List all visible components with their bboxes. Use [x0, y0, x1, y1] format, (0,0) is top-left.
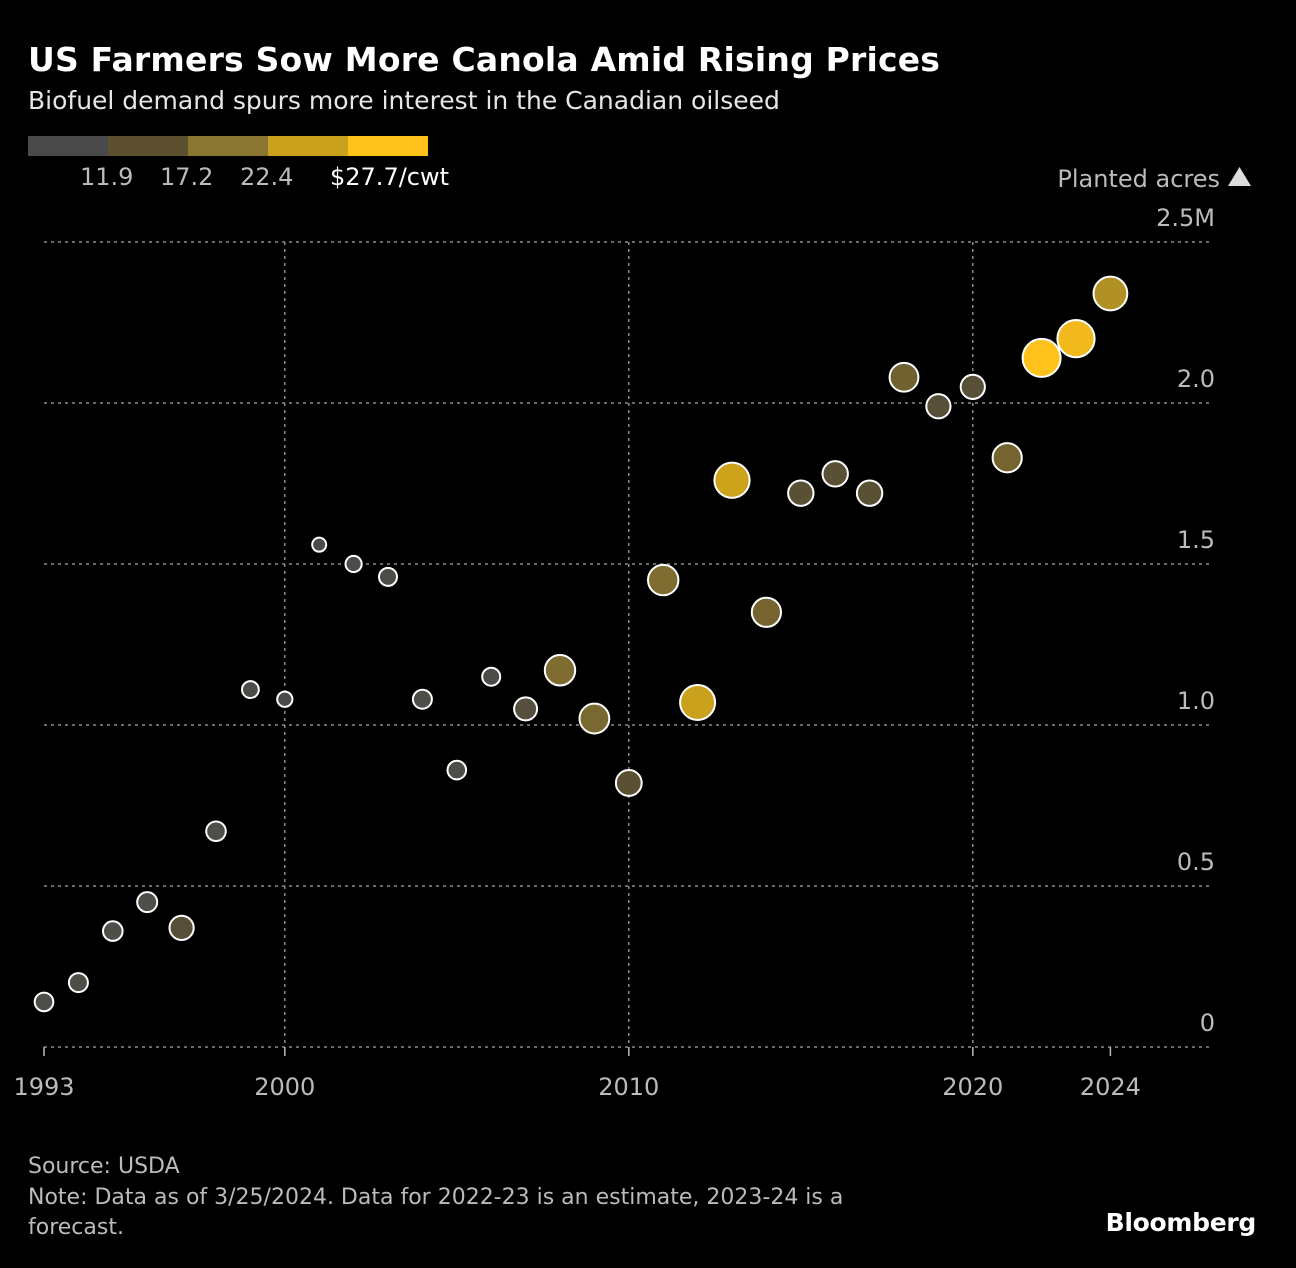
data-point: [821, 460, 849, 488]
data-point: [1092, 275, 1129, 312]
legend-swatch-5: [348, 136, 428, 156]
data-point: [855, 479, 884, 507]
y-tick-label: 1.5: [1177, 526, 1215, 554]
y-tick-label: 0.5: [1177, 848, 1215, 876]
data-point: [713, 461, 751, 499]
data-point: [136, 891, 159, 914]
data-point: [1056, 319, 1096, 359]
data-point: [1021, 337, 1062, 378]
data-point: [481, 666, 502, 687]
legend-swatch-4: [268, 136, 348, 156]
legend-label-2: 17.2: [160, 163, 214, 191]
data-point: [614, 769, 643, 797]
data-point: [888, 361, 920, 393]
data-point: [411, 688, 433, 710]
x-tick-label: 2000: [254, 1073, 315, 1101]
data-point: [959, 373, 986, 400]
source-text: Source: USDA: [28, 1154, 180, 1179]
legend-label-3: 22.4: [240, 163, 294, 191]
y-axis-title: Planted acres: [1057, 165, 1220, 193]
scatter-plot: 0 0.5 1.0 1.5 2.0 2.5M 1993 2000 2010 2020 2024 Pla…: [13, 165, 1251, 1101]
data-point: [33, 991, 55, 1013]
y-tick-label: 2.0: [1177, 365, 1215, 393]
data-point: [446, 759, 468, 781]
data-point: [276, 690, 294, 708]
legend-swatch-3: [188, 136, 268, 156]
legend-label-4: $27.7/cwt: [330, 163, 450, 191]
data-point: [205, 820, 227, 843]
data-point: [991, 442, 1023, 474]
data-point: [378, 566, 398, 587]
data-point: [102, 920, 124, 942]
note-text-line1: Note: Data as of 3/25/2024. Data for 202…: [28, 1185, 844, 1210]
legend-swatch-1: [28, 136, 108, 156]
x-tick-label: 2024: [1080, 1073, 1141, 1101]
bloomberg-logo: Bloomberg: [1105, 1208, 1257, 1237]
data-point: [168, 914, 195, 941]
data-point: [513, 696, 539, 722]
price-color-legend: [28, 136, 428, 156]
data-point: [679, 683, 717, 721]
triangle-up-icon: [1228, 167, 1251, 186]
note-text-line2: forecast.: [28, 1215, 124, 1240]
data-point: [344, 554, 363, 574]
chart-title: US Farmers Sow More Canola Amid Rising P…: [28, 40, 941, 79]
data-point: [311, 536, 328, 553]
data-point: [925, 393, 952, 420]
chart-subtitle: Biofuel demand spurs more interest in th…: [28, 86, 780, 115]
x-tick-label: 2020: [942, 1073, 1003, 1101]
data-point: [647, 563, 680, 597]
data-point: [578, 702, 611, 735]
data-point: [67, 972, 89, 994]
y-tick-label: 1.0: [1177, 687, 1215, 715]
data-point: [787, 479, 815, 507]
y-tick-label: 0: [1200, 1009, 1215, 1037]
legend-swatch-2: [108, 136, 188, 156]
data-point: [750, 596, 783, 628]
x-tick-label: 2010: [598, 1073, 659, 1101]
x-tick-label: 1993: [13, 1073, 74, 1101]
y-tick-label: 2.5M: [1156, 204, 1215, 232]
data-point: [543, 654, 577, 687]
data-point: [241, 680, 260, 699]
legend-label-1: 11.9: [80, 163, 134, 191]
